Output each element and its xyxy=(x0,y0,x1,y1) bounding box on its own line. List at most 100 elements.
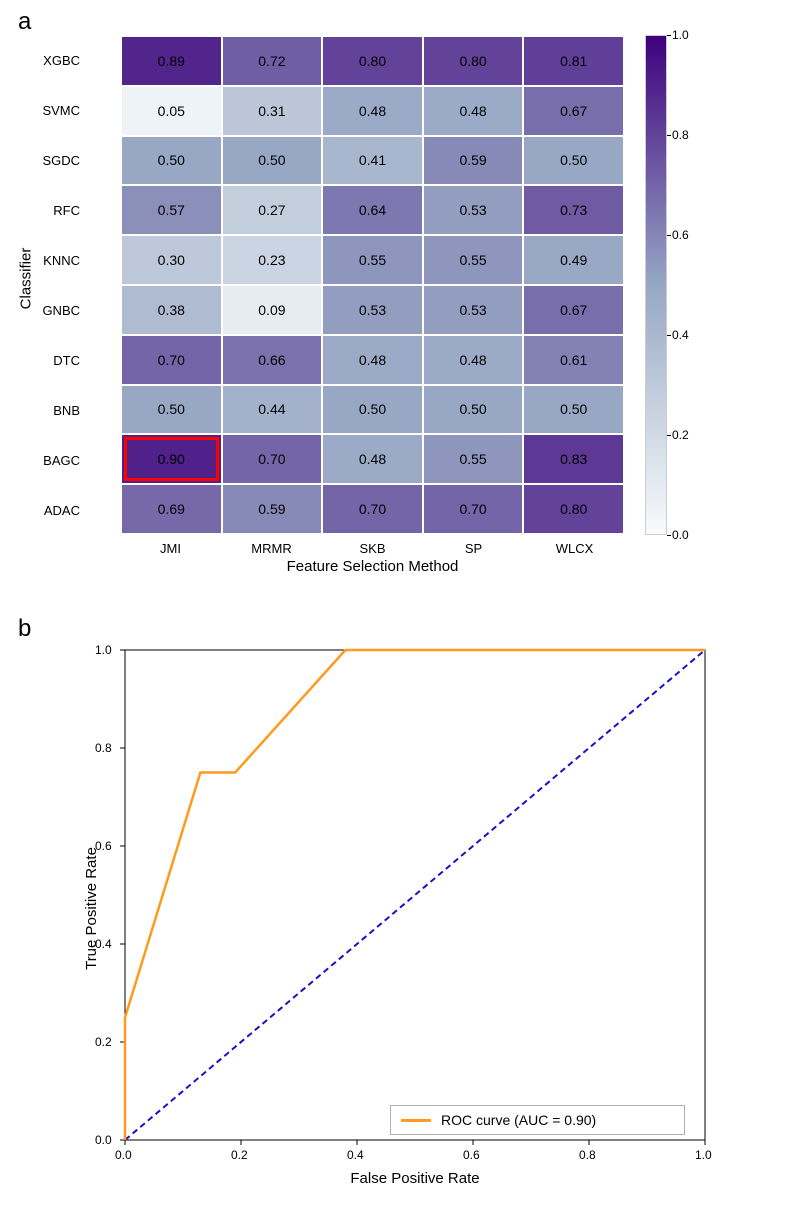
heatmap-cell: 0.48 xyxy=(322,335,423,385)
heatmap-y-label: DTC xyxy=(35,335,85,385)
roc-legend: ROC curve (AUC = 0.90) xyxy=(390,1105,685,1135)
heatmap-cell: 0.53 xyxy=(423,185,524,235)
heatmap-cell: 0.81 xyxy=(523,36,624,86)
heatmap-cell: 0.31 xyxy=(222,86,323,136)
roc-y-tick-label: 0.2 xyxy=(95,1035,112,1049)
heatmap-x-label: SKB xyxy=(322,538,423,556)
legend-line-sample xyxy=(401,1119,431,1122)
heatmap-cell: 0.59 xyxy=(222,484,323,534)
colorbar-tick-label: 0.6 xyxy=(672,228,689,242)
roc-x-tick-label: 0.6 xyxy=(463,1148,480,1162)
heatmap-cell: 0.27 xyxy=(222,185,323,235)
heatmap-cell: 0.70 xyxy=(423,484,524,534)
heatmap-cell: 0.38 xyxy=(121,285,222,335)
roc-y-tick-label: 1.0 xyxy=(95,643,112,657)
heatmap-cell: 0.48 xyxy=(322,86,423,136)
roc-y-tick-label: 0.4 xyxy=(95,937,112,951)
roc-x-tick-label: 1.0 xyxy=(695,1148,712,1162)
heatmap-x-label: MRMR xyxy=(221,538,322,556)
heatmap-cell: 0.70 xyxy=(222,434,323,484)
heatmap-y-label: BAGC xyxy=(35,435,85,485)
heatmap-x-label: WLCX xyxy=(524,538,625,556)
roc-y-tick-label: 0.6 xyxy=(95,839,112,853)
heatmap-y-labels: XGBCSVMCSGDCRFCKNNCGNBCDTCBNBBAGCADAC xyxy=(35,35,85,535)
heatmap-cell: 0.49 xyxy=(523,235,624,285)
roc-x-tick-label: 0.4 xyxy=(347,1148,364,1162)
heatmap-cell: 0.50 xyxy=(523,136,624,186)
colorbar-tick-label: 1.0 xyxy=(672,28,689,42)
heatmap-y-label: ADAC xyxy=(35,485,85,535)
roc-panel: True Positive Rate False Positive Rate R… xyxy=(95,640,735,1200)
roc-x-tick-label: 0.2 xyxy=(231,1148,248,1162)
heatmap-cell: 0.83 xyxy=(523,434,624,484)
heatmap-cell: 0.50 xyxy=(121,136,222,186)
heatmap-cell: 0.48 xyxy=(423,335,524,385)
heatmap-cell: 0.48 xyxy=(322,434,423,484)
heatmap-y-axis-title: Classifier xyxy=(17,248,34,310)
heatmap-y-label: GNBC xyxy=(35,285,85,335)
colorbar-gradient xyxy=(645,35,667,535)
heatmap-cell: 0.67 xyxy=(523,86,624,136)
panel-b-label: b xyxy=(18,615,31,643)
heatmap-grid-container: 0.890.720.800.800.810.050.310.480.480.67… xyxy=(120,35,625,535)
heatmap-cell: 0.70 xyxy=(322,484,423,534)
heatmap-cell: 0.80 xyxy=(423,36,524,86)
heatmap-cell: 0.89 xyxy=(121,36,222,86)
heatmap-cell: 0.57 xyxy=(121,185,222,235)
colorbar-tick-label: 0.8 xyxy=(672,128,689,142)
heatmap-y-label: SVMC xyxy=(35,85,85,135)
heatmap-cell: 0.69 xyxy=(121,484,222,534)
heatmap-x-label: JMI xyxy=(120,538,221,556)
heatmap-cell: 0.73 xyxy=(523,185,624,235)
colorbar-tick-label: 0.2 xyxy=(672,428,689,442)
heatmap-cell: 0.64 xyxy=(322,185,423,235)
heatmap-cell: 0.59 xyxy=(423,136,524,186)
heatmap-grid: 0.890.720.800.800.810.050.310.480.480.67… xyxy=(120,35,625,535)
heatmap-x-labels: JMIMRMRSKBSPWLCX xyxy=(120,538,625,556)
heatmap-cell: 0.67 xyxy=(523,285,624,335)
heatmap-y-label: XGBC xyxy=(35,35,85,85)
heatmap-cell: 0.72 xyxy=(222,36,323,86)
heatmap-cell: 0.90 xyxy=(121,434,222,484)
colorbar-tick-label: 0.0 xyxy=(672,528,689,542)
heatmap-x-label: SP xyxy=(423,538,524,556)
heatmap-cell: 0.44 xyxy=(222,385,323,435)
heatmap-cell: 0.50 xyxy=(423,385,524,435)
panel-a-label: a xyxy=(18,8,31,36)
heatmap-cell: 0.05 xyxy=(121,86,222,136)
heatmap-y-label: KNNC xyxy=(35,235,85,285)
heatmap-cell: 0.55 xyxy=(423,434,524,484)
heatmap-cell: 0.66 xyxy=(222,335,323,385)
heatmap-y-label: BNB xyxy=(35,385,85,435)
heatmap-cell: 0.50 xyxy=(121,385,222,435)
heatmap-cell: 0.55 xyxy=(423,235,524,285)
heatmap-cell: 0.80 xyxy=(322,36,423,86)
heatmap-cell: 0.48 xyxy=(423,86,524,136)
heatmap-cell: 0.41 xyxy=(322,136,423,186)
roc-y-tick-label: 0.8 xyxy=(95,741,112,755)
heatmap-cell: 0.30 xyxy=(121,235,222,285)
heatmap-cell: 0.70 xyxy=(121,335,222,385)
heatmap-panel: Classifier XGBCSVMCSGDCRFCKNNCGNBCDTCBNB… xyxy=(90,30,730,600)
figure-container: a Classifier XGBCSVMCSGDCRFCKNNCGNBCDTCB… xyxy=(0,0,787,1230)
heatmap-cell: 0.53 xyxy=(322,285,423,335)
roc-legend-label: ROC curve (AUC = 0.90) xyxy=(441,1112,596,1128)
heatmap-cell: 0.09 xyxy=(222,285,323,335)
heatmap-colorbar xyxy=(645,35,667,535)
heatmap-cell: 0.50 xyxy=(222,136,323,186)
roc-x-axis-title: False Positive Rate xyxy=(125,1170,705,1187)
heatmap-y-label: SGDC xyxy=(35,135,85,185)
roc-x-tick-label: 0.0 xyxy=(115,1148,132,1162)
roc-x-tick-label: 0.8 xyxy=(579,1148,596,1162)
roc-y-tick-label: 0.0 xyxy=(95,1133,112,1147)
heatmap-cell: 0.61 xyxy=(523,335,624,385)
heatmap-cell: 0.50 xyxy=(322,385,423,435)
heatmap-cell: 0.53 xyxy=(423,285,524,335)
heatmap-cell: 0.80 xyxy=(523,484,624,534)
heatmap-cell: 0.55 xyxy=(322,235,423,285)
heatmap-cell: 0.23 xyxy=(222,235,323,285)
colorbar-tick-label: 0.4 xyxy=(672,328,689,342)
heatmap-cell: 0.50 xyxy=(523,385,624,435)
heatmap-y-label: RFC xyxy=(35,185,85,235)
heatmap-x-axis-title: Feature Selection Method xyxy=(120,558,625,575)
